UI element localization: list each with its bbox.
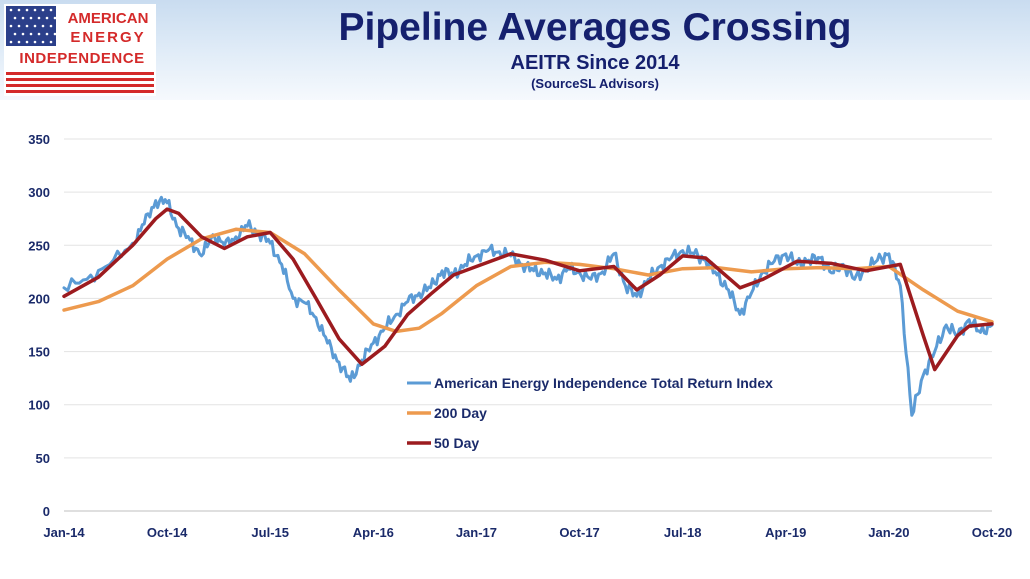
x-tick-label: Oct-17 — [559, 525, 599, 540]
flag-star — [9, 40, 13, 44]
y-tick-label: 150 — [28, 345, 50, 360]
x-tick-label: Oct-14 — [147, 525, 188, 540]
y-tick-label: 0 — [43, 504, 50, 519]
logo-stripe — [6, 84, 154, 87]
flag-star — [29, 32, 33, 36]
flag-star — [49, 8, 53, 12]
flag-icon — [6, 6, 154, 93]
flag-star — [33, 8, 37, 12]
legend: American Energy Independence Total Retur… — [407, 375, 773, 451]
x-tick-label: Jul-18 — [664, 525, 702, 540]
y-tick-label: 100 — [28, 398, 50, 413]
y-tick-label: 300 — [28, 185, 50, 200]
logo-stripe — [6, 72, 154, 75]
flag-star — [21, 16, 25, 20]
y-tick-label: 50 — [36, 451, 50, 466]
brand-logo: AMERICAN ENERGY INDEPENDENCE — [4, 4, 156, 96]
y-tick-label: 250 — [28, 238, 50, 253]
header-band — [0, 0, 1030, 100]
x-tick-label: Jul-15 — [251, 525, 289, 540]
logo-stripe — [6, 78, 154, 81]
chart-title: Pipeline Averages Crossing — [338, 6, 852, 49]
x-axis-ticks: Jan-14 Oct-14 Jul-15 Apr-16 Jan-17 Oct-17 Jul-… — [43, 525, 1012, 540]
flag-star — [13, 32, 17, 36]
chart-source: (SourceSL Advisors) — [531, 76, 659, 91]
legend-label: 200 Day — [434, 405, 487, 421]
flag-star — [21, 32, 25, 36]
logo-stripe — [6, 90, 154, 93]
flag-star — [25, 24, 29, 28]
flag-star — [41, 8, 45, 12]
flag-star — [45, 16, 49, 20]
legend-label: American Energy Independence Total Retur… — [434, 375, 773, 391]
logo-line-2: ENERGY — [70, 29, 146, 46]
flag-star — [37, 16, 41, 20]
flag-star — [49, 40, 53, 44]
flag-star — [33, 24, 37, 28]
x-tick-label: Jan-17 — [456, 525, 497, 540]
flag-star — [37, 32, 41, 36]
flag-star — [25, 8, 29, 12]
flag-star — [33, 40, 37, 44]
series-lines — [62, 195, 994, 417]
x-tick-label: Jan-14 — [43, 525, 85, 540]
flag-star — [17, 24, 21, 28]
x-tick-label: Apr-16 — [353, 525, 394, 540]
flag-star — [53, 32, 57, 36]
chart-subtitle: AEITR Since 2014 — [510, 52, 680, 74]
flag-star — [29, 16, 33, 20]
flag-star — [45, 32, 49, 36]
flag-star — [25, 40, 29, 44]
flag-star — [9, 8, 13, 12]
gridlines — [64, 138, 992, 512]
flag-star — [41, 40, 45, 44]
logo-line-1: AMERICAN — [67, 10, 149, 27]
series-line-200-day — [62, 227, 994, 334]
series-line-50-day — [62, 207, 994, 372]
flag-star — [49, 24, 53, 28]
x-tick-label: Oct-20 — [972, 525, 1012, 540]
y-tick-label: 350 — [28, 132, 50, 147]
flag-star — [53, 16, 57, 20]
flag-star — [41, 24, 45, 28]
y-axis-ticks: 0 50 100 150 200 250 300 350 — [28, 132, 50, 519]
flag-star — [9, 24, 13, 28]
flag-star — [17, 40, 21, 44]
flag-star — [13, 16, 17, 20]
logo-line-3: INDEPENDENCE — [19, 50, 145, 67]
x-tick-label: Apr-19 — [765, 525, 806, 540]
legend-label: 50 Day — [434, 435, 479, 451]
flag-star — [17, 8, 21, 12]
y-tick-label: 200 — [28, 291, 50, 306]
x-tick-label: Jan-20 — [868, 525, 909, 540]
